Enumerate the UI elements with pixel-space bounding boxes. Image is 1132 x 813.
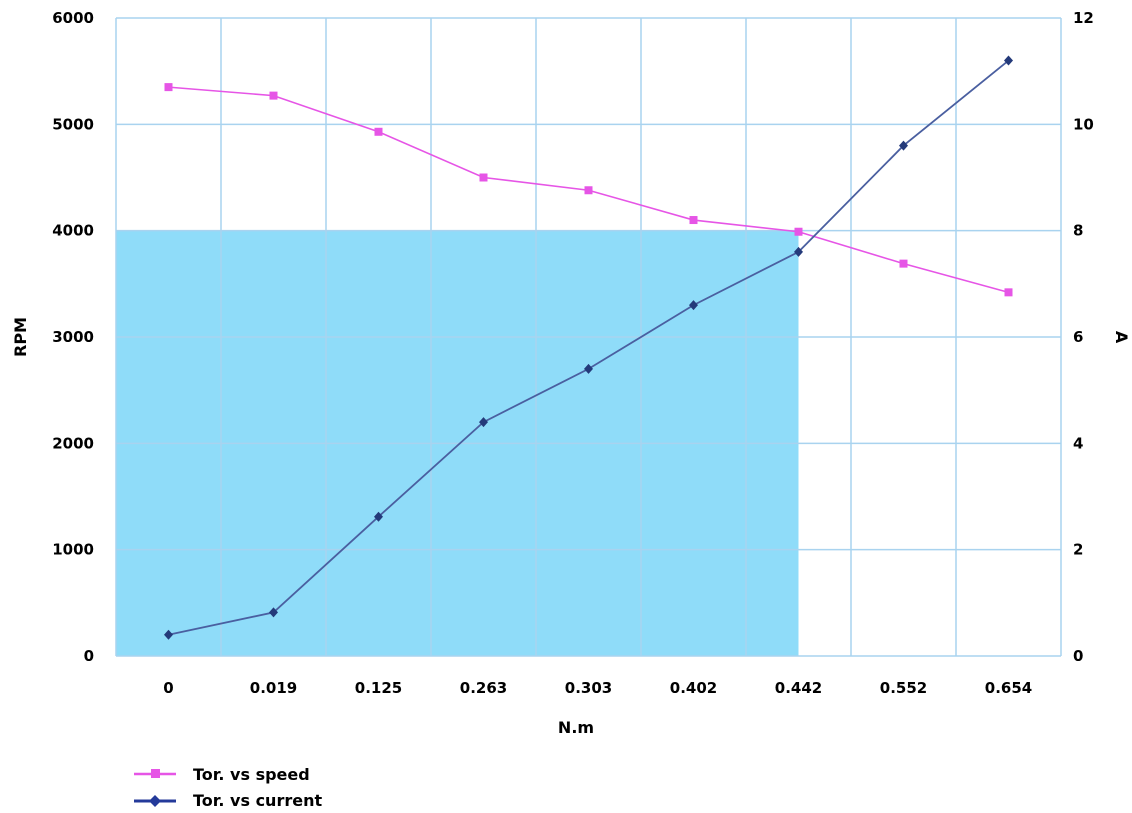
data-point-speed bbox=[164, 83, 173, 92]
x-tick-label: 0.125 bbox=[355, 679, 402, 697]
y-axis-title-left: RPM bbox=[11, 317, 30, 357]
y-tick-label: 0 bbox=[84, 647, 94, 665]
data-point-speed bbox=[1004, 288, 1013, 297]
y2-tick-label: 12 bbox=[1073, 9, 1094, 27]
x-tick-label: 0.263 bbox=[460, 679, 507, 697]
y-right-ticks: 0 2 4 6 8 10 12 bbox=[1073, 9, 1094, 665]
y-tick-label: 4000 bbox=[52, 222, 94, 240]
y-tick-label: 3000 bbox=[52, 328, 94, 346]
x-tick-label: 0.019 bbox=[250, 679, 297, 697]
data-point-speed bbox=[374, 127, 383, 136]
y-tick-label: 6000 bbox=[52, 9, 94, 27]
x-axis-title: N.m bbox=[558, 718, 594, 737]
y2-tick-label: 2 bbox=[1073, 541, 1083, 559]
data-point-speed bbox=[794, 227, 803, 236]
data-point-speed bbox=[584, 186, 593, 195]
y2-tick-label: 10 bbox=[1073, 115, 1094, 133]
x-tick-label: 0.442 bbox=[775, 679, 822, 697]
y2-tick-label: 6 bbox=[1073, 328, 1083, 346]
data-point-speed bbox=[689, 216, 698, 225]
x-tick-label: 0.552 bbox=[880, 679, 927, 697]
legend-item-speed: Tor. vs speed bbox=[134, 765, 310, 784]
y2-tick-label: 0 bbox=[1073, 647, 1083, 665]
x-tick-label: 0.402 bbox=[670, 679, 717, 697]
legend: Tor. vs speed Tor. vs current bbox=[134, 765, 322, 810]
y2-tick-label: 8 bbox=[1073, 222, 1083, 240]
legend-label-current: Tor. vs current bbox=[193, 791, 322, 810]
y-tick-label: 5000 bbox=[52, 115, 94, 133]
y2-tick-label: 4 bbox=[1073, 434, 1083, 452]
data-point-speed bbox=[269, 91, 278, 100]
data-point-current bbox=[899, 140, 908, 151]
data-point-current bbox=[689, 300, 698, 311]
data-point-current bbox=[269, 607, 278, 618]
x-tick-label: 0.303 bbox=[565, 679, 612, 697]
x-tick-label: 0.654 bbox=[985, 679, 1032, 697]
grid-layer bbox=[115, 17, 1062, 657]
x-tick-label: 0 bbox=[163, 679, 173, 697]
data-point-speed bbox=[479, 173, 488, 182]
legend-label-speed: Tor. vs speed bbox=[193, 765, 310, 784]
data-point-current bbox=[584, 363, 593, 374]
x-ticks: 0 0.019 0.125 0.263 0.303 0.402 0.442 0.552 0.65… bbox=[163, 679, 1032, 697]
data-point-current bbox=[479, 417, 488, 428]
y-tick-label: 2000 bbox=[52, 434, 94, 452]
data-point-current bbox=[374, 511, 383, 522]
data-point-current bbox=[1004, 55, 1013, 66]
y-left-ticks: 0 1000 2000 3000 4000 5000 6000 bbox=[52, 9, 94, 665]
legend-item-current: Tor. vs current bbox=[134, 791, 322, 810]
data-point-speed bbox=[899, 259, 908, 268]
series-layer bbox=[164, 55, 1013, 640]
data-point-current bbox=[164, 629, 173, 640]
y-tick-label: 1000 bbox=[52, 541, 94, 559]
data-point-current bbox=[794, 246, 803, 257]
y-axis-title-right: A bbox=[1112, 331, 1131, 344]
